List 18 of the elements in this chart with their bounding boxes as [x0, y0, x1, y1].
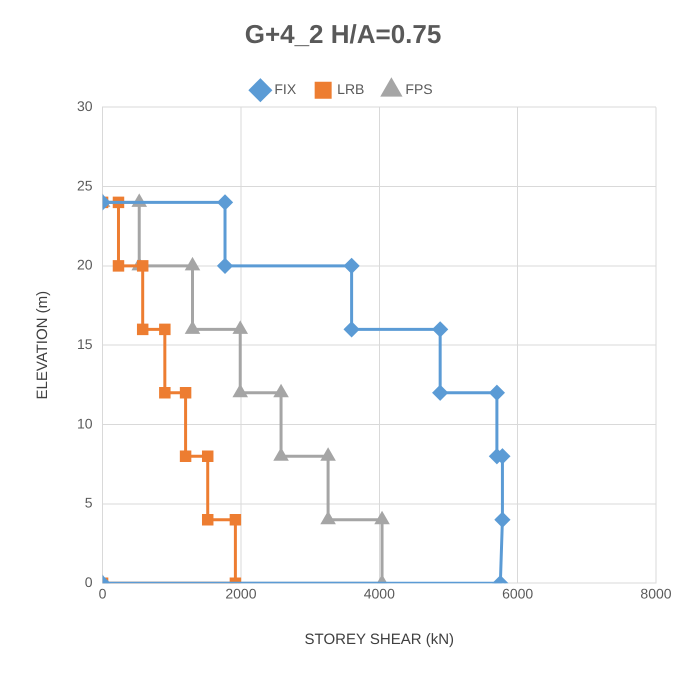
- y-axis-title: ELEVATION (m): [34, 290, 52, 400]
- y-tick-label: 30: [76, 98, 93, 114]
- x-tick-label: 8000: [640, 585, 672, 602]
- y-tick-label: 5: [84, 494, 93, 511]
- legend-label: LRB: [337, 81, 364, 98]
- x-axis-title: STOREY SHEAR (kN): [304, 631, 454, 648]
- y-tick-label: 10: [76, 415, 93, 432]
- chart-title: G+4_2 H/A=0.75: [244, 18, 442, 49]
- x-tick-label: 6000: [502, 585, 534, 602]
- y-tick-label: 0: [84, 574, 93, 590]
- x-tick-label: 2000: [225, 585, 257, 602]
- legend-label: FPS: [405, 81, 433, 98]
- y-tick-label: 25: [76, 177, 93, 194]
- x-tick-label: 4000: [364, 585, 396, 602]
- x-tick-label: 0: [98, 585, 107, 602]
- legend-label: FIX: [274, 81, 297, 98]
- y-tick-label: 15: [76, 336, 93, 352]
- y-tick-label: 20: [76, 256, 93, 273]
